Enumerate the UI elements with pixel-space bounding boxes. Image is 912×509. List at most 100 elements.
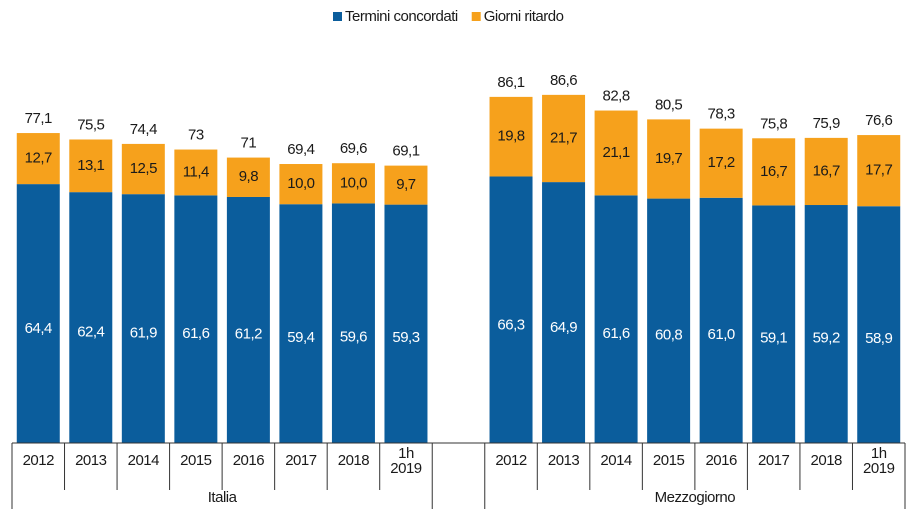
value-label: 17,2: [708, 154, 735, 171]
value-label: 61,2: [235, 326, 262, 343]
total-label: 86,6: [550, 72, 577, 89]
x-tick-label: 2018: [811, 452, 843, 469]
x-tick-label: 2017: [285, 452, 317, 469]
total-label: 77,1: [25, 110, 52, 127]
bar-segment: [647, 119, 691, 199]
value-label: 66,3: [497, 317, 524, 334]
bar-segment: [699, 128, 743, 198]
bar-segment: [752, 205, 796, 443]
x-tick-label: 2012: [23, 452, 55, 469]
bar-segment: [69, 139, 113, 193]
x-tick-label: 1h 2019: [863, 445, 895, 477]
value-label: 61,0: [708, 326, 735, 343]
bar-segment: [857, 135, 901, 207]
bar-segment: [279, 204, 323, 443]
value-label: 59,6: [340, 329, 367, 346]
value-label: 59,3: [392, 329, 419, 346]
total-label: 69,4: [287, 141, 314, 158]
x-tick-label: 2016: [233, 452, 265, 469]
value-label: 58,9: [865, 330, 892, 347]
bar-segment: [542, 182, 586, 444]
value-label: 64,4: [25, 320, 52, 337]
value-label: 19,7: [655, 150, 682, 167]
value-label: 21,7: [550, 129, 577, 146]
legend-label: Termini concordati: [345, 8, 458, 25]
x-tick-label-line: 2019: [863, 460, 895, 477]
bar-segment: [489, 176, 533, 443]
value-label: 11,4: [183, 163, 209, 180]
bar-segment: [857, 206, 901, 443]
bar-segment: [16, 133, 60, 185]
legend-swatch: [333, 12, 342, 21]
x-tick-label-line: 1h: [871, 445, 887, 462]
total-label: 74,4: [130, 121, 157, 138]
bar-segment: [331, 203, 375, 443]
value-label: 10,0: [340, 174, 367, 191]
bar-segment: [279, 164, 323, 205]
x-tick-label-line: 1h: [398, 445, 414, 462]
value-label: 12,5: [130, 160, 157, 177]
value-label: 19,8: [497, 128, 524, 145]
value-label: 9,8: [239, 168, 259, 185]
x-tick-label-line: 2019: [390, 460, 422, 477]
x-tick-label: 2016: [705, 452, 737, 469]
x-tick-label: 2018: [338, 452, 370, 469]
total-label: 75,5: [77, 116, 104, 133]
value-label: 16,7: [813, 162, 840, 179]
bar-segment: [174, 195, 218, 443]
x-tick-label: 2014: [600, 452, 632, 469]
x-tick-label: 2012: [495, 452, 527, 469]
bar-segment: [331, 163, 375, 204]
bar-segment: [121, 194, 165, 443]
total-label: 69,6: [340, 140, 367, 157]
x-tick-label: 2014: [128, 452, 160, 469]
total-label: 75,8: [760, 115, 787, 132]
total-label: 76,6: [865, 112, 892, 129]
value-label: 17,7: [865, 162, 892, 179]
total-label: 78,3: [708, 106, 735, 123]
value-label: 61,9: [130, 324, 157, 341]
bar-segment: [16, 184, 60, 443]
x-tick-label: 1h 2019: [390, 445, 422, 477]
bar-segment: [226, 157, 270, 197]
value-label: 21,1: [602, 144, 629, 161]
legend-label: Giorni ritardo: [484, 8, 564, 25]
bar-segment: [69, 192, 113, 443]
total-label: 80,5: [655, 96, 682, 113]
bar-segment: [489, 96, 533, 177]
total-label: 71: [241, 135, 257, 152]
bar-segment: [699, 197, 743, 443]
bar-segment: [384, 204, 428, 443]
total-label: 69,1: [392, 143, 419, 160]
bar-segment: [384, 165, 428, 205]
x-tick-label: 2017: [758, 452, 790, 469]
legend-swatch: [471, 12, 481, 21]
bar-segment: [752, 138, 796, 206]
value-label: 10,0: [287, 175, 314, 192]
bar-segment: [121, 143, 165, 195]
bar-segment: [804, 205, 848, 443]
value-label: 59,4: [287, 329, 314, 346]
group-label: Italia: [208, 489, 238, 506]
value-label: 13,1: [77, 157, 104, 174]
value-label: 62,4: [77, 324, 104, 341]
value-label: 61,6: [182, 325, 209, 342]
total-label: 75,9: [813, 115, 840, 132]
group-label: Mezzogiorno: [655, 489, 736, 506]
x-tick-label: 2013: [548, 452, 580, 469]
value-label: 12,7: [25, 150, 52, 167]
total-label: 86,1: [497, 74, 524, 91]
bar-segment: [174, 149, 218, 196]
value-label: 61,6: [602, 325, 629, 342]
value-label: 60,8: [655, 326, 682, 343]
bar-segment: [647, 198, 691, 443]
value-label: 59,1: [760, 329, 787, 346]
x-tick-label: 2015: [653, 452, 685, 469]
bar-segment: [594, 195, 638, 443]
bar-segment: [594, 110, 638, 196]
value-label: 16,7: [760, 163, 787, 180]
total-label: 82,8: [602, 88, 629, 105]
bar-segment: [226, 196, 270, 443]
total-label: 73: [188, 127, 204, 144]
